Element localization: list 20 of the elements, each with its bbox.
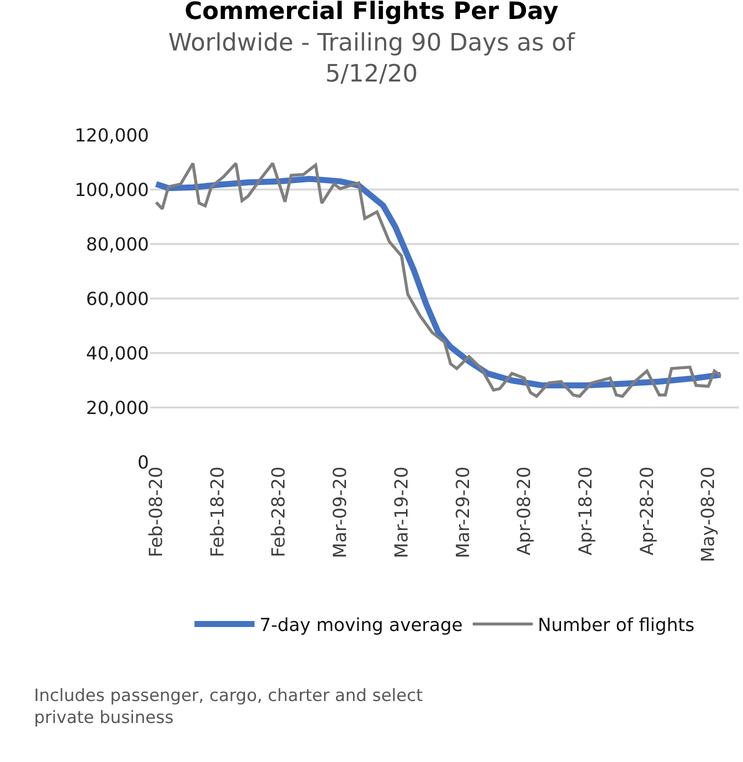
y-tick-label: 20,000 — [86, 398, 149, 419]
x-tick-label: Apr-18-20 — [575, 466, 596, 556]
legend-label: Number of flights — [538, 615, 694, 636]
y-tick-label: 60,000 — [86, 288, 149, 310]
x-tick-label: Mar-09-20 — [330, 466, 352, 558]
y-tick-label: 120,000 — [74, 125, 149, 146]
y-tick-label: 80,000 — [86, 234, 149, 256]
chart-subtitle: Worldwide - Trailing 90 Days as of 5/12/20 — [168, 28, 576, 88]
x-tick-label: Apr-08-20 — [514, 466, 536, 556]
x-tick-label: Mar-19-20 — [391, 466, 412, 558]
x-tick-label: Apr-28-20 — [636, 466, 658, 556]
x-tick-label: May-08-20 — [698, 466, 720, 562]
x-tick-label: Feb-18-20 — [207, 466, 228, 558]
x-tick-label: Feb-28-20 — [268, 466, 290, 558]
y-tick-label: 100,000 — [74, 180, 149, 201]
y-tick-label: 40,000 — [86, 343, 149, 364]
x-tick-label: Mar-29-20 — [452, 466, 474, 558]
text: Includes passenger, cargo, charter and select private business — [34, 686, 424, 728]
legend-label: 7-day moving average — [260, 615, 463, 636]
chart-title: Commercial Flights Per Day — [184, 0, 559, 26]
